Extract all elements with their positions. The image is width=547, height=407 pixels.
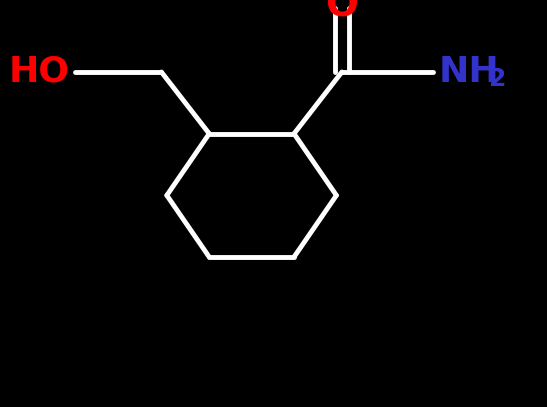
Text: NH: NH [438,55,499,89]
Text: O: O [325,0,358,25]
Text: HO: HO [9,55,70,89]
Text: 2: 2 [488,67,506,91]
